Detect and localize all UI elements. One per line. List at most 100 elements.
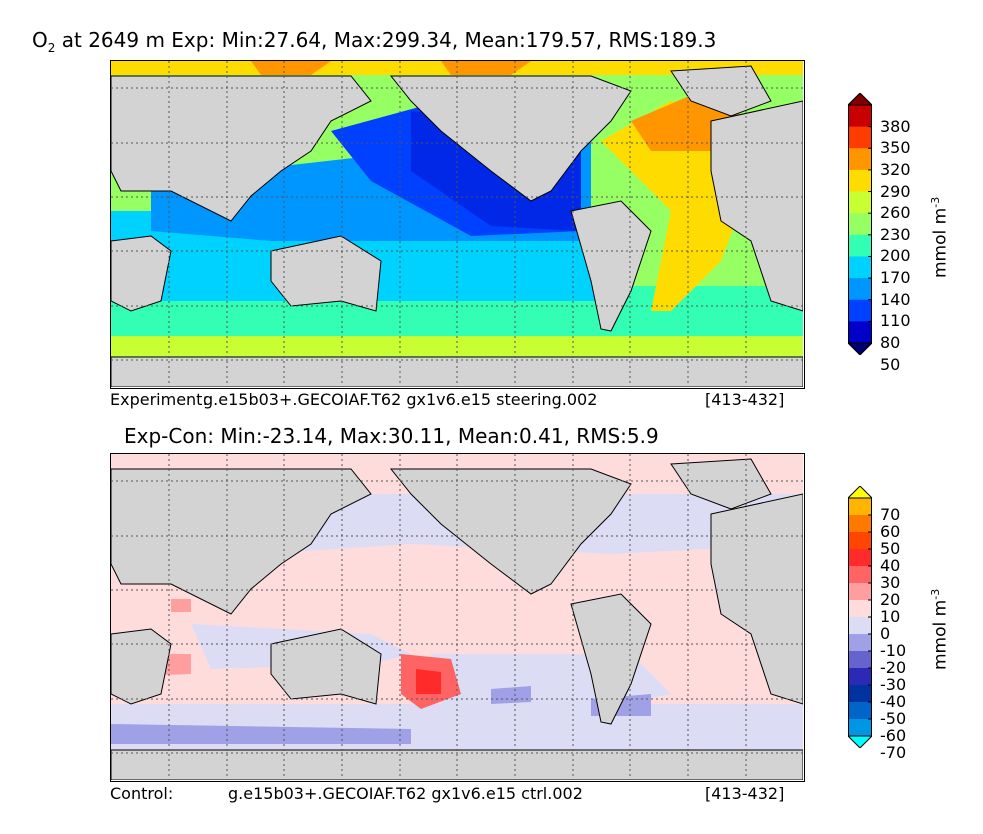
colorbar-tick-label: 40	[880, 556, 901, 575]
colorbar-tick-label: 350	[880, 138, 911, 158]
diff-pos-small	[171, 599, 191, 612]
colorbar-segment	[848, 583, 872, 601]
colorbar-segment	[848, 549, 872, 567]
diff-pos-core	[416, 669, 441, 694]
colorbar-tick-label: -30	[880, 675, 907, 694]
colorbar-segment	[848, 634, 872, 652]
colorbar-tick-label: -70	[880, 743, 907, 762]
colorbar-segment	[848, 566, 872, 584]
unit-text-b: mmol m	[930, 599, 951, 670]
top-caption-case: g.e15b03+.GECOIAF.T62 gx1v6.e15 steering…	[203, 390, 598, 409]
colorbar-tick-label: 80	[880, 333, 901, 352]
top-map-canvas	[111, 61, 803, 387]
colorbar-segment	[848, 617, 872, 635]
title-subscript: 2	[47, 41, 56, 55]
top-caption: Experiment:	[110, 390, 208, 409]
colorbar-tick-label: 0	[880, 624, 891, 643]
colorbar-segment	[848, 191, 872, 214]
graticule	[111, 61, 803, 387]
colorbar-tick-label: -20	[880, 658, 907, 677]
colorbar-tick-label: 230	[880, 224, 911, 244]
ocean-arctic-orange2	[441, 61, 531, 75]
top-caption-years: [413-432]	[705, 390, 785, 409]
bottom-map-canvas	[111, 454, 803, 780]
land-south-america	[570, 200, 652, 332]
colorbar-tick-label: 10	[880, 607, 901, 626]
diff-neg-patch	[491, 686, 531, 704]
unit-sup-b: -3	[929, 588, 942, 600]
land-africa-west-b	[710, 493, 803, 705]
top-colorbar-unit: mmol m-3	[929, 197, 951, 278]
colorbar-extend-bottom	[846, 735, 874, 749]
colorbar-segment	[848, 651, 872, 669]
colorbar-extend-top	[846, 92, 874, 106]
colorbar-segment	[848, 234, 872, 257]
graticule-b	[111, 454, 803, 780]
colorbar-segment	[848, 668, 872, 686]
colorbar-segment	[848, 719, 872, 737]
colorbar-tick-label: -60	[880, 726, 907, 745]
colorbar-segment	[848, 702, 872, 720]
land-africa-east	[111, 235, 172, 312]
colorbar-segment	[848, 169, 872, 193]
top-map[interactable]	[110, 60, 805, 389]
colorbar-tick-label: 70	[880, 505, 901, 524]
colorbar-tick-label: 320	[880, 159, 911, 179]
colorbar-segment	[848, 278, 872, 301]
colorbar-tick-label: 380	[880, 116, 911, 136]
colorbar-tick-label: -10	[880, 641, 907, 660]
colorbar-segment	[848, 515, 872, 533]
colorbar-segment	[848, 213, 872, 236]
bottom-caption-label: Control:	[110, 784, 174, 803]
bottom-map[interactable]	[110, 453, 805, 782]
colorbar-segment	[848, 685, 872, 703]
colorbar-tick-label: 60	[880, 522, 901, 541]
colorbar-tick-label: -50	[880, 709, 907, 728]
land-eurasia	[111, 75, 372, 222]
land-north-america	[389, 75, 632, 202]
colorbar-tick-label: 30	[880, 573, 901, 592]
title-species: O	[32, 28, 48, 52]
bottom-caption-years: [413-432]	[705, 784, 785, 803]
colorbar-frame	[848, 104, 872, 344]
colorbar-segment	[848, 299, 872, 322]
land-australia	[270, 235, 382, 312]
colorbar-tick-label: 20	[880, 590, 901, 609]
bottom-map-title: Exp-Con: Min:-23.14, Max:30.11, Mean:0.4…	[124, 424, 659, 448]
colorbar-tick-label: 260	[880, 203, 911, 223]
land-africa-east-b	[111, 628, 172, 705]
colorbar-segment	[848, 148, 872, 171]
colorbar-segment	[848, 256, 872, 279]
colorbar-tick-label: 170	[880, 268, 911, 288]
unit-sup: -3	[929, 196, 942, 208]
ocean-arctic-orange	[251, 61, 331, 75]
land-eurasia-b	[111, 468, 372, 615]
land-africa-west	[710, 100, 803, 312]
title-stats: at 2649 m Exp: Min:27.64, Max:299.34, Me…	[55, 28, 717, 52]
colorbar-tick-label: 290	[880, 181, 911, 201]
land-australia-b	[270, 628, 382, 705]
colorbar-segment	[848, 126, 872, 149]
colorbar-extend-top	[846, 485, 874, 499]
colorbar-segment	[848, 532, 872, 550]
caption-label: Experiment:	[110, 390, 208, 409]
unit-text: mmol m	[930, 207, 951, 278]
colorbar-segment	[848, 321, 872, 344]
colorbar-extend-bottom	[846, 342, 874, 356]
top-map-title: O2 at 2649 m Exp: Min:27.64, Max:299.34,…	[32, 28, 716, 55]
top-colorbar-svg	[846, 92, 874, 366]
colorbar-segment	[848, 105, 872, 128]
bottom-caption-case: g.e15b03+.GECOIAF.T62 gx1v6.e15 ctrl.002	[228, 784, 583, 803]
colorbar-segment	[848, 498, 872, 516]
colorbar-tick-label: 200	[880, 246, 911, 266]
colorbar-tick-label: 50	[880, 354, 901, 374]
colorbar-tick-label: 140	[880, 289, 911, 309]
bottom-colorbar-svg	[846, 485, 874, 754]
colorbar-segment	[848, 600, 872, 618]
colorbar-tick-label: 110	[880, 311, 911, 331]
land-south-america-b	[570, 593, 652, 725]
colorbar-tick-label: 50	[880, 539, 901, 558]
bottom-colorbar-unit: mmol m-3	[929, 589, 951, 670]
diff-southern-neg	[111, 724, 411, 744]
bottom-colorbar	[846, 485, 874, 754]
